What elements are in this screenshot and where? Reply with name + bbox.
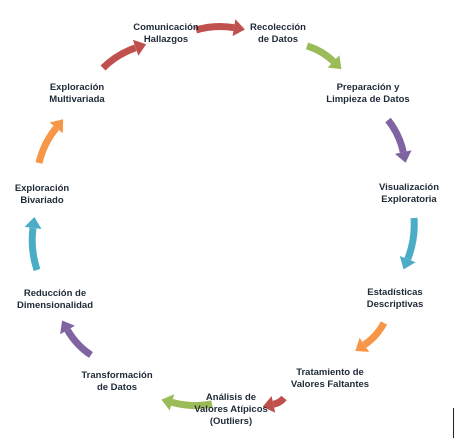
cycle-arrow-head xyxy=(327,55,342,70)
step-label-line: Multivariada xyxy=(49,94,105,105)
cycle-arrow-shaft xyxy=(194,22,235,34)
step-label: Exploración Multivariada xyxy=(49,82,104,106)
step-label-line: Tratamiento de xyxy=(296,367,364,378)
step-label-line: Dimensionalidad xyxy=(16,300,94,311)
cycle-arrow xyxy=(262,395,287,413)
cycle-arrow xyxy=(305,42,342,70)
step-label-line: de Datos xyxy=(257,34,299,45)
cycle-arrow xyxy=(24,217,42,272)
step-label: Preparación y Limpieza de Datos xyxy=(326,82,409,106)
step-label: Estadísticas Descriptivas xyxy=(367,287,424,311)
step-label-line: Bivariado xyxy=(20,195,64,206)
cycle-arrow xyxy=(161,394,213,411)
step-label-line: Descriptivas xyxy=(366,299,424,310)
cycle-arrow-head xyxy=(399,256,416,270)
cycle-arrow-shaft xyxy=(64,328,93,358)
step-label-line: Valores Faltantes xyxy=(290,379,370,390)
cycle-arrow-head xyxy=(355,337,370,352)
step-label: Transformación de Datos xyxy=(81,370,152,394)
step-label-line: Valores Atípicos xyxy=(194,404,268,415)
cycle-arrow-shaft xyxy=(35,125,59,164)
step-label: Comunicación Hallazgos xyxy=(133,22,198,46)
step-label-line: Comunicación xyxy=(133,22,199,33)
step-label-line: Reducción de xyxy=(23,288,87,299)
step-label: Tratamiento de Valores Faltantes xyxy=(291,367,369,391)
step-label-line: Exploratoria xyxy=(381,194,437,205)
edge-divider xyxy=(453,408,454,438)
cycle-arrow-head xyxy=(232,19,245,37)
cycle-arrow-head xyxy=(395,150,412,163)
step-label: Exploración Bivariado xyxy=(15,183,69,207)
cycle-arrow xyxy=(194,19,245,37)
step-label-line: Exploración xyxy=(14,183,70,194)
cycle-arrow xyxy=(385,117,412,163)
cycle-arrow-head xyxy=(49,119,64,134)
step-label-line: Recolección xyxy=(250,22,306,33)
cycle-arrow xyxy=(355,321,388,352)
cycle-arrow-shaft xyxy=(171,399,213,410)
cycle-arrow-head xyxy=(132,39,147,56)
step-label-line: Exploración xyxy=(49,82,105,93)
cycle-arrow-shaft xyxy=(385,117,407,153)
step-label-line: Limpieza de Datos xyxy=(326,94,410,105)
step-label-line: Estadísticas xyxy=(367,287,423,298)
cycle-arrow xyxy=(399,217,418,270)
step-label: Reducción de Dimensionalidad xyxy=(17,288,93,312)
cycle-arrow-head xyxy=(24,217,42,229)
cycle-arrow xyxy=(100,39,147,71)
step-label-line: Visualización xyxy=(378,182,440,193)
step-label: Recolección de Datos xyxy=(250,22,306,46)
cycle-arrow-shaft xyxy=(100,44,137,71)
cycle-arrow-shaft xyxy=(305,42,336,65)
cycle-arrow xyxy=(35,119,64,164)
step-label-line: Análisis de xyxy=(205,392,257,403)
cycle-arrow-shaft xyxy=(28,227,41,272)
step-label-line: de Datos xyxy=(96,382,138,393)
cycle-arrow-shaft xyxy=(272,395,287,408)
cycle-arrow-shaft xyxy=(362,321,388,348)
step-label-line: (Outliers) xyxy=(209,416,253,427)
step-label: Visualización Exploratoria xyxy=(379,182,439,206)
cycle-arrow-head xyxy=(262,396,276,413)
step-label: Análisis de Valores Atípicos (Outliers) xyxy=(194,392,268,428)
step-label-line: Hallazgos xyxy=(143,34,189,45)
step-label-line: Preparación y xyxy=(336,82,400,93)
step-label-line: Transformación xyxy=(81,370,153,381)
cycle-arrow xyxy=(60,320,93,358)
cycle-arrow-shaft xyxy=(404,217,418,261)
cycle-arrow-head xyxy=(60,320,75,335)
cycle-arrow-head xyxy=(161,394,175,411)
